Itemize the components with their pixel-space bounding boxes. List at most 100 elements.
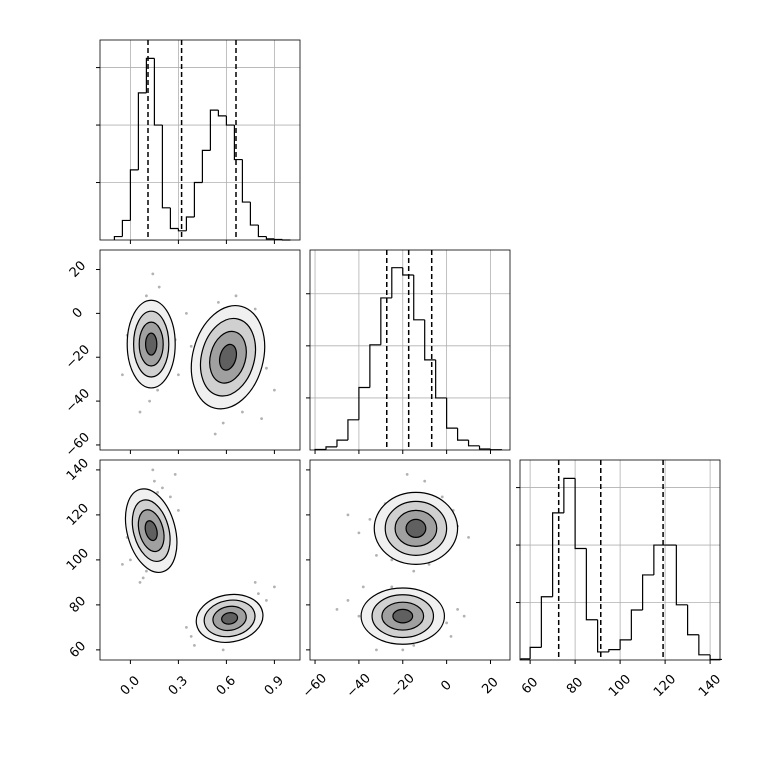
- point: [153, 479, 156, 483]
- point: [260, 417, 263, 421]
- x-tick-label: 20: [479, 675, 501, 697]
- histogram-step: [347, 419, 359, 441]
- y-tick-label: −60: [63, 430, 93, 460]
- histogram-step: [709, 654, 722, 661]
- panel-frame: [309, 249, 511, 451]
- point: [161, 486, 164, 490]
- contour: [392, 608, 414, 624]
- histogram-step: [177, 228, 187, 232]
- point: [346, 513, 350, 517]
- histogram-step: [478, 445, 491, 450]
- histogram-step: [358, 386, 370, 420]
- point: [412, 569, 416, 573]
- point: [121, 373, 124, 377]
- point: [185, 311, 188, 315]
- point: [361, 585, 365, 589]
- point: [346, 598, 350, 602]
- point: [440, 495, 444, 499]
- x-tick-label: −20: [388, 671, 418, 701]
- point: [169, 495, 172, 499]
- point: [138, 580, 142, 584]
- point: [401, 648, 405, 652]
- histogram-step: [380, 297, 392, 345]
- x-tick-label: 0.3: [166, 673, 191, 698]
- x-tick-label: 80: [564, 675, 586, 697]
- x-tick-label: 0.6: [214, 673, 239, 698]
- histogram-step: [225, 115, 235, 126]
- point: [177, 373, 180, 377]
- point: [412, 643, 416, 647]
- point: [467, 535, 470, 539]
- x-tick-label: 140: [696, 672, 724, 700]
- histogram-step: [424, 319, 436, 361]
- histogram-step: [193, 181, 203, 218]
- point: [273, 388, 276, 392]
- y-tick-label: 100: [64, 546, 92, 574]
- point: [368, 517, 372, 521]
- point: [257, 592, 260, 596]
- point: [405, 472, 409, 476]
- panel: [121, 468, 276, 652]
- histogram-step: [129, 169, 139, 221]
- point: [193, 643, 196, 647]
- y-tick-label: 60: [67, 639, 89, 661]
- panel: [335, 472, 470, 652]
- histogram-step: [209, 109, 219, 151]
- histogram-step: [413, 275, 425, 321]
- x-tick-label: 0.0: [118, 673, 143, 698]
- point: [427, 562, 431, 566]
- histogram-step: [698, 634, 711, 656]
- histogram-step: [113, 235, 123, 240]
- point: [189, 634, 193, 638]
- point: [357, 614, 361, 618]
- point: [445, 621, 449, 625]
- point: [265, 366, 268, 370]
- histogram-step: [529, 646, 542, 659]
- histogram-step: [161, 125, 171, 209]
- histogram-step: [185, 216, 195, 231]
- histogram-step: [574, 478, 587, 550]
- x-tick-label: 0: [438, 678, 454, 694]
- histogram-step: [642, 574, 654, 610]
- point: [357, 531, 361, 535]
- panel: [121, 272, 276, 436]
- histogram-step: [540, 596, 553, 648]
- histogram-step: [201, 149, 211, 183]
- point: [265, 598, 268, 602]
- contour: [218, 343, 238, 371]
- point: [375, 648, 378, 652]
- histogram-step: [336, 439, 348, 447]
- histogram-step: [467, 440, 480, 447]
- point: [217, 301, 220, 304]
- point: [390, 585, 394, 589]
- histogram-step: [145, 57, 155, 93]
- histogram-step: [608, 649, 621, 652]
- contour: [405, 518, 427, 538]
- x-tick-label: −60: [300, 671, 330, 701]
- x-tick-label: 120: [651, 672, 679, 700]
- histogram-step: [435, 359, 447, 399]
- histogram-step: [273, 238, 283, 241]
- contour: [144, 332, 158, 356]
- y-tick-label: 120: [64, 501, 92, 529]
- point: [449, 634, 453, 638]
- point: [129, 558, 132, 562]
- histogram-step: [249, 202, 259, 226]
- x-tick-label: 0.9: [262, 673, 287, 698]
- y-tick-label: 80: [67, 594, 89, 616]
- point: [145, 569, 148, 573]
- point: [185, 625, 188, 629]
- histogram-step: [257, 225, 267, 238]
- point: [141, 576, 145, 580]
- histogram-step: [585, 548, 598, 621]
- y-tick-label: −40: [63, 386, 93, 416]
- y-tick-label: −20: [63, 342, 93, 372]
- point: [253, 307, 257, 311]
- point: [173, 472, 177, 476]
- panel-frame: [99, 249, 301, 451]
- x-tick-label: 100: [606, 672, 634, 700]
- histogram-step: [552, 512, 564, 597]
- histogram-step: [153, 58, 163, 126]
- histogram-step: [241, 159, 251, 203]
